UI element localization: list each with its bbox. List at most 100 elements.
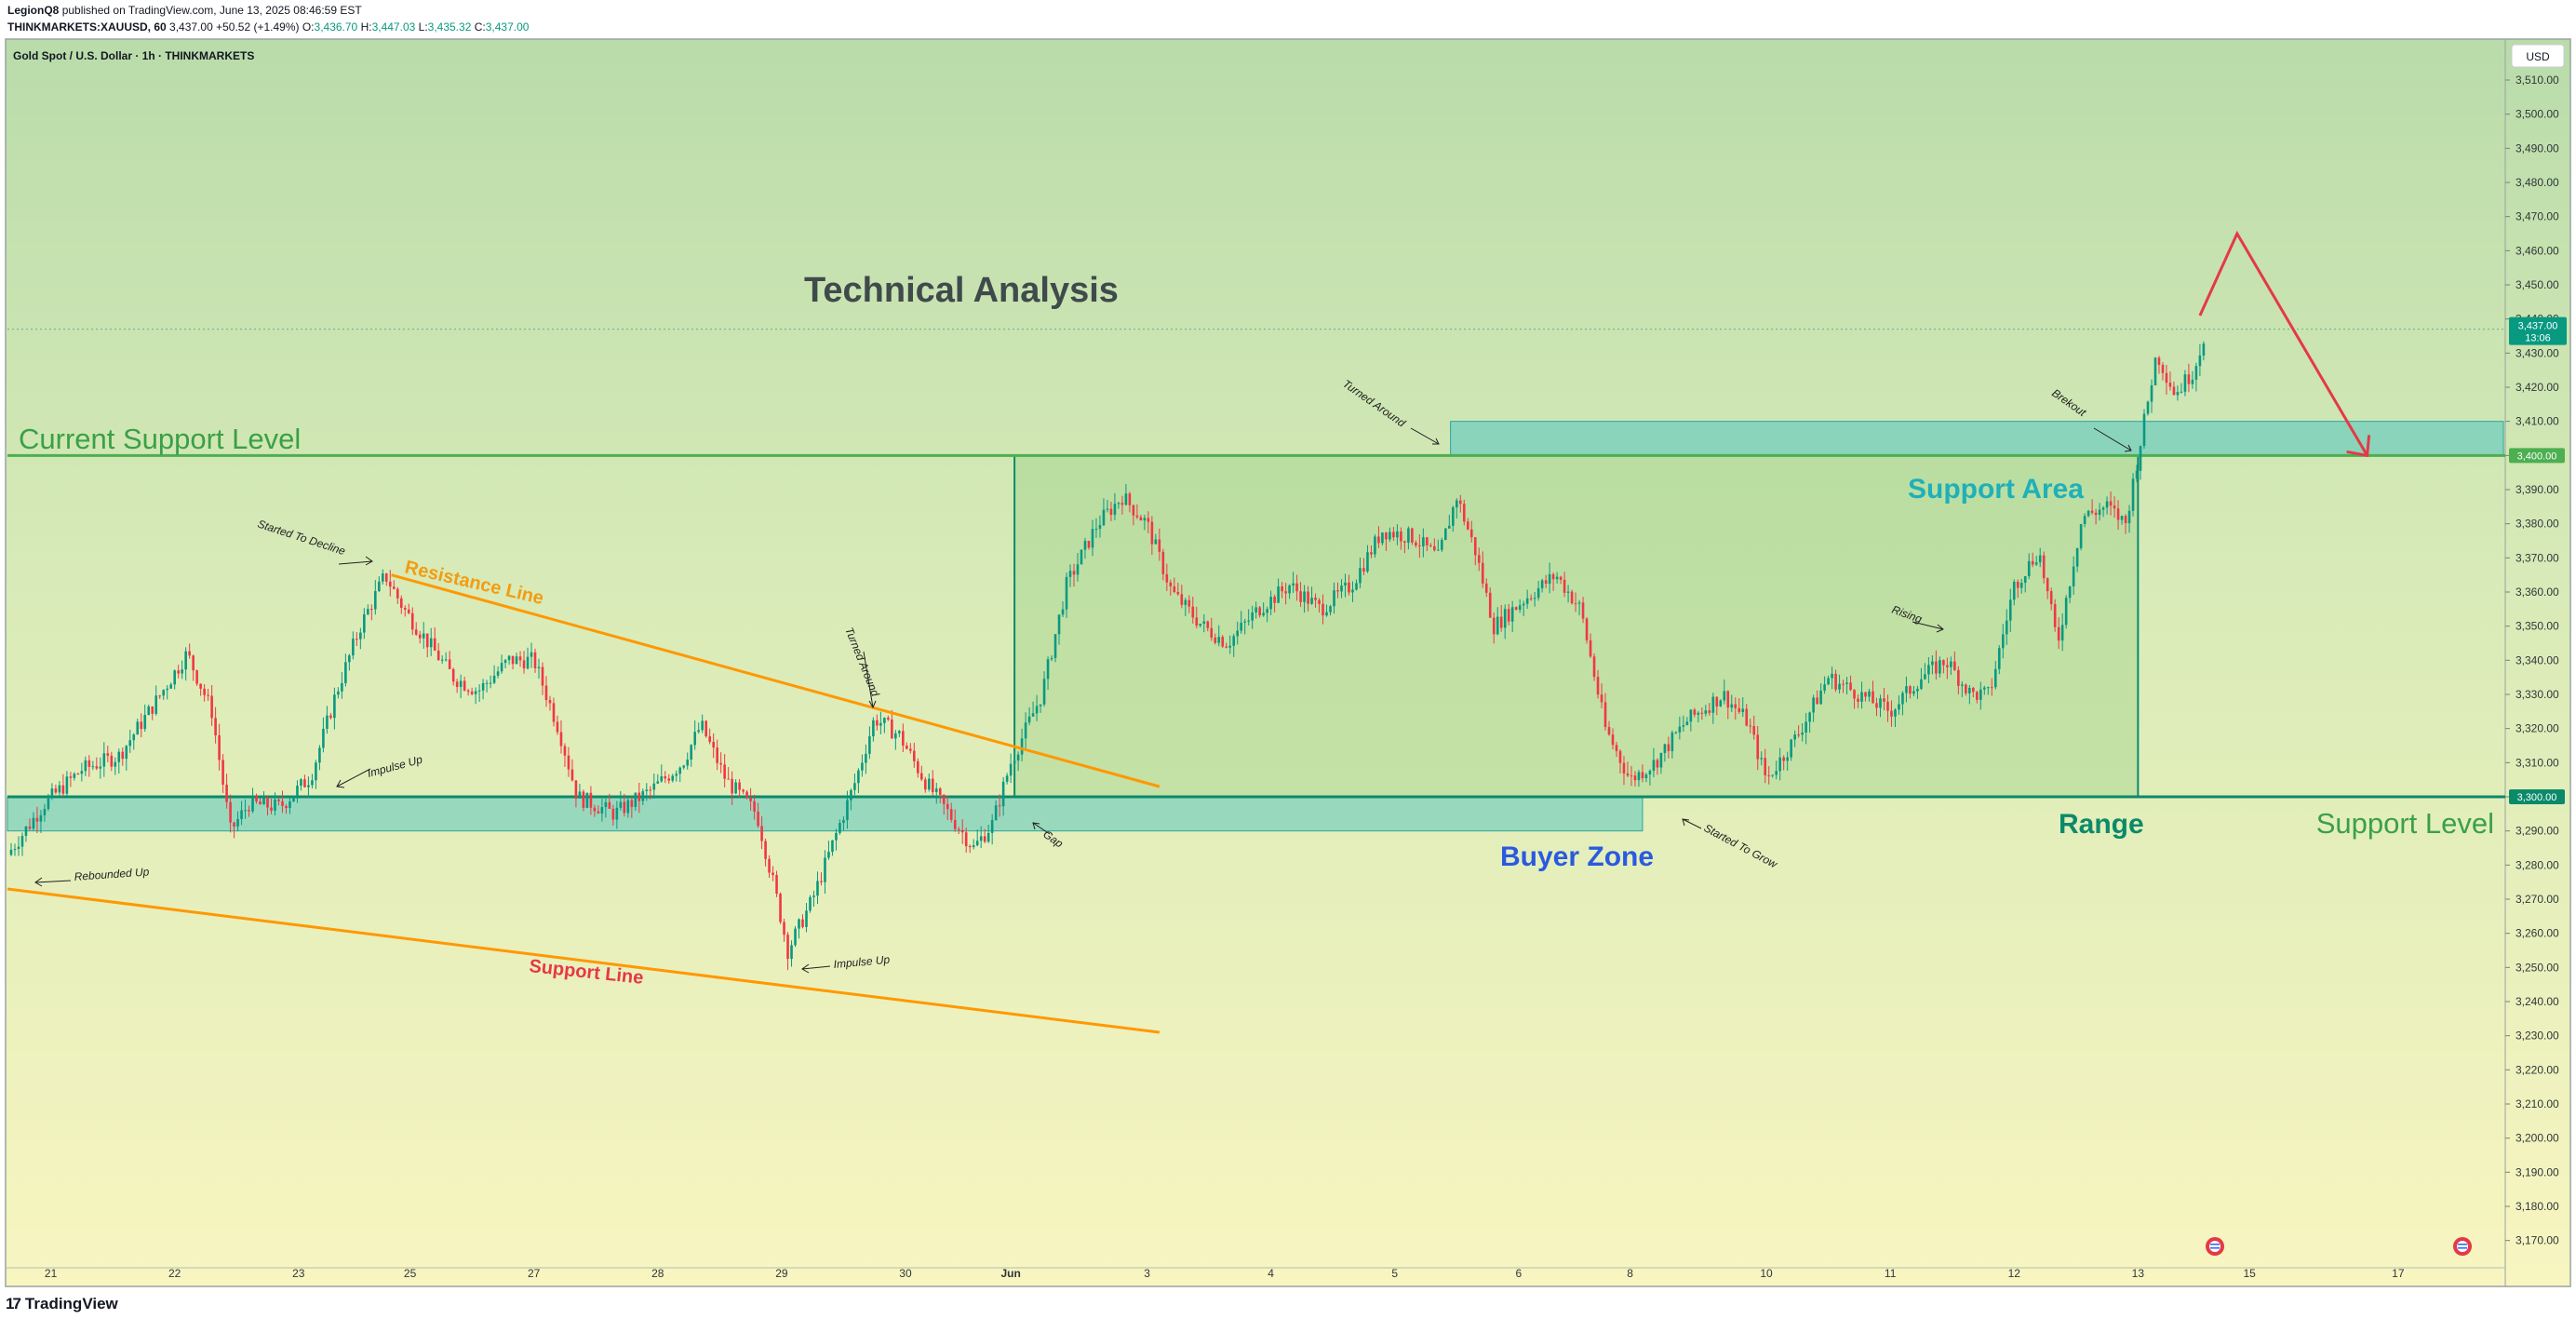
candle-body-up — [1068, 571, 1072, 577]
candle-body-down — [1362, 568, 1365, 572]
candle-body-up — [1983, 687, 1986, 690]
candle-body-up — [1333, 590, 1335, 607]
candle-body-up — [2176, 392, 2180, 396]
candle-body-down — [221, 760, 224, 785]
candle-body-down — [2049, 591, 2053, 605]
support-area-rect[interactable] — [1450, 421, 2504, 456]
candle-body-up — [1812, 697, 1815, 713]
candle-body-down — [1514, 607, 1518, 611]
tradingview-footer[interactable]: 17 TradingView — [6, 1295, 118, 1313]
candle-body-up — [1065, 576, 1068, 610]
candle-body-up — [1098, 525, 1102, 530]
support-trend-line[interactable] — [7, 887, 1161, 1034]
candle-body-up — [333, 694, 336, 719]
candle-body-up — [1838, 683, 1841, 690]
candle-body-up — [2120, 516, 2124, 520]
publish-date: published on TradingView.com, June 13, 2… — [61, 4, 362, 17]
chart-border — [5, 38, 2571, 1287]
candle-body-up — [2098, 509, 2101, 516]
candle-body-up — [341, 682, 343, 692]
candle-body-up — [1939, 660, 1941, 674]
candle-body-down — [998, 805, 1001, 807]
candle-body-up — [1355, 583, 1358, 590]
candle-body-up — [1540, 580, 1544, 588]
arrow-gap — [1032, 822, 1051, 835]
resistance-trend-line[interactable] — [391, 573, 1161, 788]
candle-body-up — [1124, 493, 1128, 505]
candle-body-down — [1816, 697, 1818, 705]
candle-body-down — [1544, 580, 1548, 585]
news-flag-icon-2[interactable] — [2453, 1237, 2472, 1256]
candle-body-up — [1555, 576, 1559, 580]
candle-body-up — [656, 781, 660, 784]
candle-body-down — [1132, 505, 1135, 516]
candle-body-up — [1441, 540, 1443, 550]
y-tick-label: 3,220.00 — [2516, 1063, 2559, 1076]
x-tick-label: 28 — [651, 1267, 664, 1280]
candle-body-down — [466, 690, 470, 692]
y-tick-label: 3,270.00 — [2516, 893, 2559, 906]
currency-button[interactable] — [2511, 44, 2565, 68]
y-tick-label: 3,330.00 — [2516, 688, 2559, 701]
candle-body-down — [1972, 687, 1975, 693]
current-price-tag[interactable] — [2509, 316, 2567, 345]
candle-body-down — [876, 720, 879, 726]
candle-body-down — [1473, 537, 1477, 556]
candle-body-up — [2142, 413, 2146, 446]
author-name[interactable]: LegionQ8 — [7, 4, 60, 17]
candle-body-down — [218, 735, 221, 760]
candle-body-down — [563, 746, 567, 756]
candle-body-up — [693, 732, 697, 746]
candle-body-down — [229, 801, 232, 823]
candle-body-up — [296, 786, 299, 797]
candle-body-up — [1845, 682, 1848, 684]
candle-body-up — [2008, 599, 2012, 621]
candle-body-up — [1091, 529, 1094, 548]
candle-body-up — [1262, 612, 1265, 616]
candle-body-up — [1786, 757, 1789, 761]
candle-body-down — [2172, 386, 2176, 396]
candle-body-down — [1737, 707, 1741, 712]
countdown-text: 13:06 — [2525, 333, 2551, 344]
candle-body-down — [1225, 646, 1228, 648]
candle-body-up — [690, 745, 693, 760]
candle-body-up — [1057, 614, 1061, 635]
range-box[interactable] — [1013, 454, 2140, 798]
candle-body-up — [1303, 591, 1306, 602]
candle-body-up — [1801, 732, 1804, 735]
candle-body-down — [1165, 573, 1169, 583]
candle-body-up — [1730, 704, 1734, 708]
candle-body-up — [979, 836, 983, 841]
x-tick-label: 6 — [1515, 1267, 1522, 1280]
candle-body-up — [1243, 621, 1246, 623]
candle-body-up — [20, 835, 24, 847]
candle-body-up — [1950, 661, 1952, 667]
candle-body-down — [1469, 529, 1473, 538]
candle-body-up — [1050, 657, 1053, 660]
candle-body-down — [151, 707, 154, 714]
candle-body-up — [1805, 721, 1807, 733]
low-label: L: — [418, 20, 428, 34]
candle-body-up — [824, 857, 826, 882]
candle-body-up — [1080, 549, 1083, 565]
candle-body-up — [1894, 709, 1897, 717]
candle-body-down — [1559, 576, 1563, 580]
news-flag-icon[interactable] — [2206, 1237, 2224, 1256]
candle-body-down — [931, 778, 934, 792]
candle-body-up — [1670, 732, 1674, 751]
candle-body-up — [132, 734, 136, 741]
y-tick-label: 3,480.00 — [2516, 176, 2559, 189]
candle-body-down — [1842, 683, 1845, 685]
title-annotation: Technical Analysis — [804, 271, 1119, 310]
candle-body-up — [675, 774, 678, 776]
symbol-legend[interactable]: Gold Spot / U.S. Dollar · 1h · THINKMARK… — [13, 49, 254, 62]
candle-body-up — [1525, 598, 1529, 604]
candle-body-up — [626, 800, 630, 814]
candle-body-up — [986, 832, 990, 842]
candle-body-down — [738, 782, 741, 790]
publish-info: LegionQ8 published on TradingView.com, J… — [7, 4, 362, 17]
projection-path[interactable] — [2198, 230, 2368, 457]
candle-body-up — [1993, 668, 1997, 688]
candle-body-down — [1161, 551, 1165, 574]
